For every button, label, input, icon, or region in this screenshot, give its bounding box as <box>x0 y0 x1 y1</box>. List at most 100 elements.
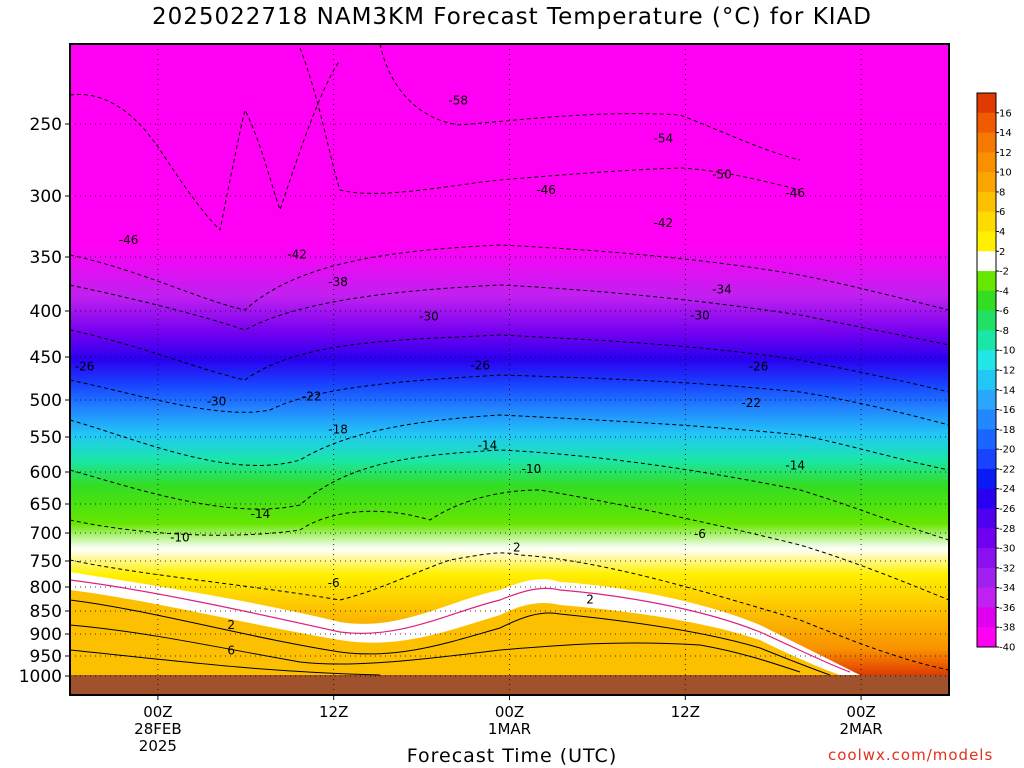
y-tick-label: 950 <box>30 647 62 667</box>
colorbar-label: 16 <box>999 108 1012 119</box>
x-tick-label: 00Z <box>143 703 172 721</box>
colorbar-swatch <box>977 488 996 509</box>
colorbar-label: -6 <box>999 306 1009 317</box>
contour-label: -46 <box>119 233 139 247</box>
colorbar-label: -28 <box>999 524 1015 535</box>
colorbar-swatch <box>977 389 996 411</box>
colorbar-label: -24 <box>999 484 1015 495</box>
colorbar-swatch <box>977 567 996 589</box>
contour-line <box>70 649 381 676</box>
colorbar-swatch <box>977 112 996 134</box>
colorbar-label: -10 <box>999 346 1015 357</box>
colorbar-swatch <box>977 231 996 252</box>
contour-label: -6 <box>694 527 706 541</box>
y-tick-label: 600 <box>30 463 62 483</box>
colorbar-label: 6 <box>999 207 1005 218</box>
contour-line <box>70 624 801 673</box>
y-tick-label: 300 <box>30 187 62 207</box>
colorbar-label: -34 <box>999 583 1015 594</box>
contour-label: -42 <box>654 216 674 230</box>
contour-line <box>70 414 949 471</box>
contour-label: -22 <box>741 396 761 410</box>
contour-label: -18 <box>328 423 348 437</box>
x-tick-label: 2025 <box>139 737 177 755</box>
colorbar-label: 8 <box>999 187 1005 198</box>
contour-label: -54 <box>654 131 674 145</box>
x-tick-label: 2MAR <box>840 720 883 738</box>
colorbar-label: -26 <box>999 504 1015 515</box>
y-tick-label: 450 <box>30 348 62 368</box>
contour-labels: -58-54-50-46 -46-46-42-42-38-34-30 -30-30-… <box>75 93 805 657</box>
contour-line <box>70 449 949 541</box>
y-tick-label: 550 <box>30 428 62 448</box>
x-tick-label: 12Z <box>319 703 348 721</box>
contour-label: -10 <box>170 530 190 544</box>
contour-line <box>70 599 831 676</box>
contour-label: 2 <box>227 618 235 632</box>
contour-label: -50 <box>712 167 732 181</box>
colorbar-swatch <box>977 350 996 371</box>
colorbar-label: -12 <box>999 366 1015 377</box>
y-tick-label: 1000 <box>19 667 62 687</box>
colorbar-label: -22 <box>999 464 1015 475</box>
colorbar-label: 4 <box>999 227 1005 238</box>
colorbar-swatch <box>977 191 996 213</box>
contour-label: -14 <box>251 507 271 521</box>
colorbar-swatch <box>977 468 996 490</box>
contour-label: -30 <box>690 309 710 323</box>
contour-line <box>70 329 949 393</box>
colorbar-swatch <box>977 587 996 608</box>
x-tick-label: 1MAR <box>488 720 531 738</box>
contour-line <box>379 44 801 161</box>
plot-area: -58-54-50-46 -46-46-42-42-38-34-30 -30-30-… <box>70 44 949 695</box>
colorbar-label: 10 <box>999 168 1012 179</box>
colorbar-label: -2 <box>999 267 1009 278</box>
colorbar-label: -20 <box>999 445 1015 456</box>
contour-label: 6 <box>227 644 235 658</box>
colorbar-swatch <box>977 330 996 351</box>
colorbar-label: -36 <box>999 603 1015 614</box>
colorbar-label: -8 <box>999 326 1009 337</box>
contour-label: -38 <box>328 275 348 289</box>
colorbar-label: -14 <box>999 385 1015 396</box>
contour-line <box>299 47 801 194</box>
contour-label: -46 <box>536 183 556 197</box>
y-tick-label: 750 <box>30 552 62 572</box>
grid <box>70 44 949 695</box>
colorbar-label: 2 <box>999 247 1005 258</box>
y-tick-label: 350 <box>30 248 62 268</box>
contour-label: -26 <box>470 359 490 373</box>
colorbar-swatch <box>977 251 996 272</box>
contour-label: -42 <box>287 248 307 262</box>
colorbar-swatch <box>977 271 996 292</box>
chart-title: 2025022718 NAM3KM Forecast Temperature (… <box>152 4 872 30</box>
credit-text: coolwx.com/models <box>828 746 994 764</box>
contour-label: -58 <box>448 93 468 107</box>
x-tick-label: 28FEB <box>134 720 181 738</box>
contour-line <box>70 374 949 426</box>
colorbar-swatch <box>977 152 996 173</box>
x-tick-label: 00Z <box>846 703 875 721</box>
colorbar-label: 14 <box>999 128 1012 139</box>
y-tick-label: 400 <box>30 302 62 322</box>
colorbar-swatch <box>977 508 996 529</box>
y-tick-label: 850 <box>30 602 62 622</box>
colorbar-label: -4 <box>999 286 1009 297</box>
contour-label: -14 <box>785 459 805 473</box>
contour-line <box>70 284 949 346</box>
colorbar-label: -32 <box>999 563 1015 574</box>
contour-label: -10 <box>522 462 542 476</box>
y-tick-label: 650 <box>30 495 62 515</box>
colorbar-swatch <box>977 548 996 569</box>
y-tick-label: 800 <box>30 578 62 598</box>
contour-label: -14 <box>478 438 498 452</box>
contour-label: -22 <box>302 390 322 404</box>
x-axis-label: Forecast Time (UTC) <box>406 745 618 767</box>
colorbar-swatch <box>977 290 996 312</box>
colorbar-label: -16 <box>999 405 1015 416</box>
y-axis: 250 300 350 400 450 500 550 600 650 700 750 800 850 9… <box>19 115 70 687</box>
colorbar-swatch <box>977 370 996 391</box>
colorbar-label: -30 <box>999 544 1015 555</box>
